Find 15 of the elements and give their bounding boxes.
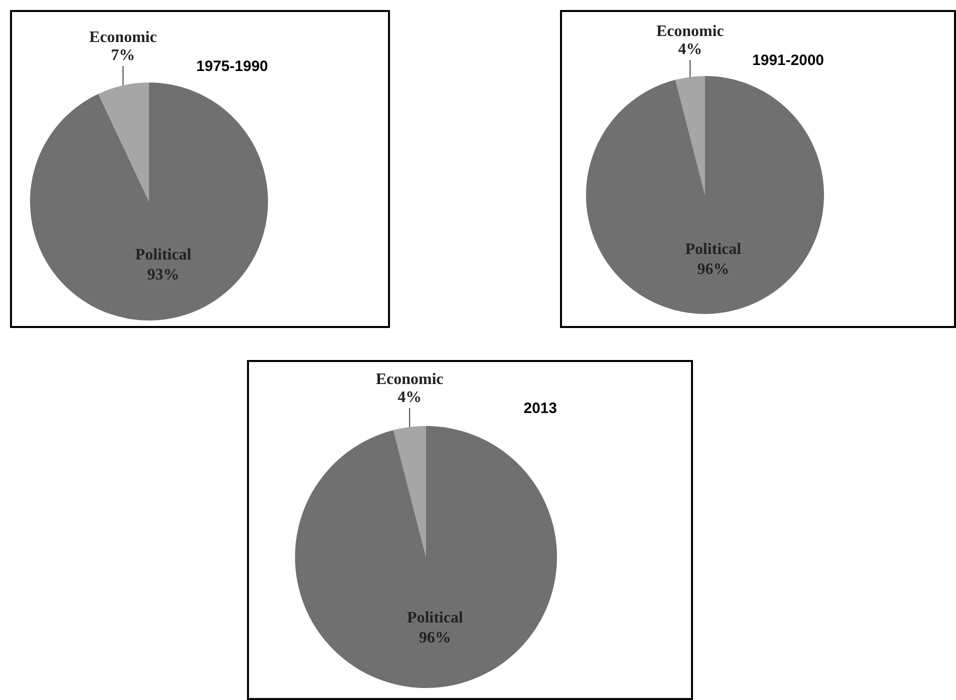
data-label: 96% — [419, 630, 452, 647]
data-label: 4% — [678, 41, 702, 58]
data-label: 96% — [697, 261, 730, 278]
slice-label: Political — [685, 241, 742, 258]
data-label: 93% — [147, 266, 180, 284]
slice-label: Economic — [89, 29, 157, 46]
text: 1991-2000 — [752, 52, 824, 70]
data-label: 7% — [111, 47, 136, 64]
text: 1975-1990 — [196, 58, 268, 76]
slice-label: Economic — [376, 371, 444, 388]
slice-label: Political — [135, 246, 192, 264]
text: 2013 — [524, 400, 557, 418]
slice-label: Political — [407, 610, 464, 627]
data-label: 4% — [398, 389, 422, 406]
slice-label: Economic — [656, 23, 724, 40]
